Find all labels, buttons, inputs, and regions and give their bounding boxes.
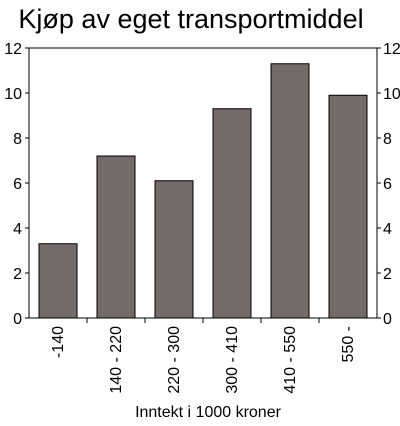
- plot-area: [28, 47, 378, 319]
- bar: [328, 94, 368, 319]
- y-tick-label-left: 8: [13, 131, 22, 148]
- chart-title: Kjøp av eget transportmiddel: [18, 4, 363, 34]
- y-tick-label-left: 4: [13, 221, 22, 238]
- bar: [154, 180, 194, 319]
- x-tick-label: 220 - 300: [166, 326, 183, 394]
- y-tick-label-left: 6: [13, 176, 22, 193]
- bar: [38, 243, 78, 319]
- y-tick-label-left: 10: [4, 86, 22, 103]
- x-tick-label: -140: [50, 326, 67, 358]
- x-tick-label: 410 - 550: [282, 326, 299, 394]
- y-tick-label-right: 4: [383, 221, 392, 238]
- x-tick-label: 140 - 220: [108, 326, 125, 394]
- x-tick-label: 300 - 410: [224, 326, 241, 394]
- y-tick-label-right: 10: [383, 86, 400, 103]
- y-tick-label-right: 2: [383, 266, 392, 283]
- y-tick-label-right: 0: [383, 311, 392, 328]
- bar: [270, 63, 310, 319]
- y-tick-label-right: 12: [383, 41, 400, 58]
- y-tick-label-left: 0: [13, 311, 22, 328]
- x-tick-label: 550 -: [340, 326, 357, 362]
- y-tick-label-left: 2: [13, 266, 22, 283]
- bar: [96, 155, 136, 319]
- bar: [212, 108, 252, 319]
- y-tick-label-right: 6: [383, 176, 392, 193]
- y-tick-label-left: 12: [4, 41, 22, 58]
- x-axis-label: Inntekt i 1000 kroner: [135, 404, 282, 421]
- y-tick-label-right: 8: [383, 131, 392, 148]
